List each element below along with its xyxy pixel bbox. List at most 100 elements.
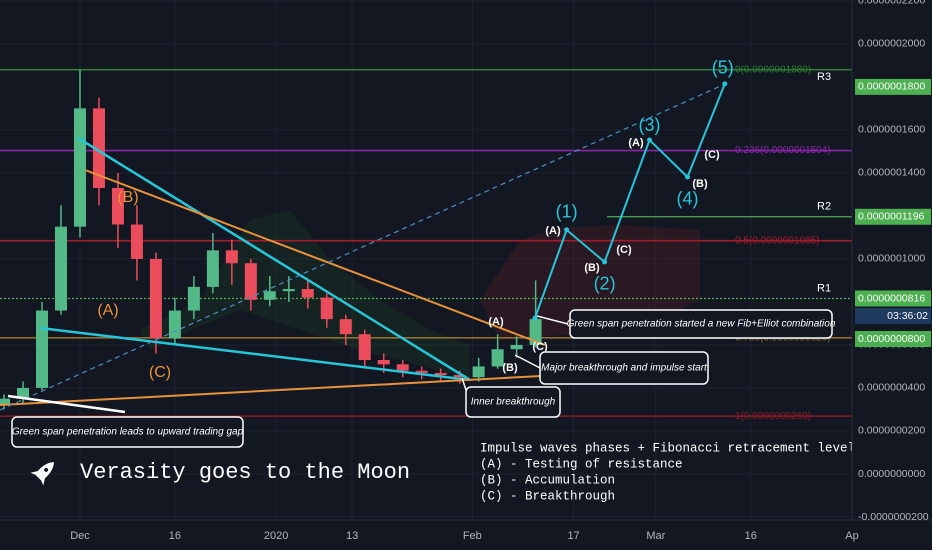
candle-body bbox=[111, 187, 124, 225]
x-tick-label: 16 bbox=[169, 530, 181, 542]
candle-body bbox=[92, 108, 105, 188]
wave-point bbox=[602, 259, 608, 265]
wave-line bbox=[534, 83, 726, 319]
wave-label: (1) bbox=[556, 202, 578, 222]
level-name: R3 bbox=[817, 71, 831, 83]
x-tick-label: 13 bbox=[346, 530, 358, 542]
candle-body bbox=[17, 387, 30, 399]
phase-label: (B) bbox=[692, 178, 708, 190]
callout-text: Inner breakthrough bbox=[471, 397, 556, 408]
phase-label: (B) bbox=[502, 362, 518, 374]
trendline bbox=[0, 374, 561, 406]
level-label: 0.0000000816 bbox=[858, 292, 925, 304]
candle-body bbox=[206, 250, 219, 287]
x-tick-label: 17 bbox=[567, 530, 579, 542]
legend-item: (A) - Testing of resistance bbox=[480, 457, 683, 471]
x-tick-label: Dec bbox=[70, 530, 90, 542]
candle-body bbox=[0, 398, 11, 406]
wave-label: (5) bbox=[712, 58, 734, 78]
y-tick-label: 0.0000001600 bbox=[858, 124, 925, 136]
x-tick-label: Feb bbox=[463, 530, 482, 542]
candle-body bbox=[55, 226, 68, 311]
candle-body bbox=[320, 297, 333, 320]
rocket-icon bbox=[30, 462, 54, 486]
x-tick-label: 2020 bbox=[264, 530, 288, 542]
candle-body bbox=[168, 310, 181, 339]
wave-point bbox=[684, 174, 690, 180]
candle-body bbox=[453, 375, 466, 378]
y-tick-label: 0.0000002000 bbox=[858, 38, 925, 50]
candle-body bbox=[415, 370, 428, 373]
legend-title: Impulse waves phases + Fibonacci retrace… bbox=[480, 441, 863, 455]
candle-body bbox=[263, 291, 276, 300]
phase-label: (C) bbox=[704, 149, 720, 161]
candle-body bbox=[187, 286, 200, 311]
wave: (1) (2) (3) (4) (5) bbox=[532, 58, 734, 321]
x-tick-label: 16 bbox=[745, 530, 757, 542]
candle-body bbox=[130, 224, 143, 259]
fib-label: 1(0.0000000269) bbox=[735, 411, 811, 422]
level-box bbox=[855, 290, 931, 307]
phase-label: (B) bbox=[584, 262, 600, 274]
candle-body bbox=[36, 310, 49, 388]
trendline bbox=[39, 326, 471, 382]
candle-body bbox=[225, 250, 238, 264]
candle-body bbox=[510, 344, 523, 350]
annotations: (B) (A) (C) (A) (B) (C) (A) (B) (C) (A) (B) (C) Gree… bbox=[11, 137, 836, 448]
candle-body bbox=[529, 319, 542, 345]
callout-box bbox=[11, 416, 244, 448]
callout-text: Major breakthrough and impulse start bbox=[541, 363, 708, 374]
phase-label: (C) bbox=[616, 244, 632, 256]
x-tick-label: Mar bbox=[646, 530, 665, 542]
level-label: 0.0000001800 bbox=[858, 81, 925, 93]
trendline bbox=[84, 169, 546, 346]
fib-label: 0.5(0.0000001085) bbox=[735, 235, 820, 246]
callout-box bbox=[569, 309, 833, 339]
y-tick-label: 0.0000000200 bbox=[858, 425, 925, 437]
level-label: 0.0000001196 bbox=[858, 211, 925, 223]
trendline bbox=[77, 136, 471, 382]
level-name: R1 bbox=[817, 282, 831, 294]
pointer-line bbox=[461, 377, 467, 391]
candle-body bbox=[377, 360, 390, 365]
candle-body bbox=[396, 364, 409, 371]
phase-label: (A) bbox=[545, 225, 561, 237]
x-tick-label: Ap bbox=[845, 530, 858, 542]
axes: 0.0000002200 0.0000002000 0.0000001600 0.00… bbox=[70, 0, 931, 542]
legend-item: (B) - Accumulation bbox=[480, 473, 615, 487]
candle-body bbox=[301, 289, 314, 298]
candles bbox=[0, 69, 542, 410]
wave-label: (4) bbox=[676, 189, 698, 209]
legend-item: (C) - Breakthrough bbox=[480, 489, 615, 503]
wave-point bbox=[722, 81, 728, 87]
level-box bbox=[855, 208, 931, 225]
wave-point bbox=[532, 315, 538, 321]
phase-label: (C) bbox=[149, 364, 171, 381]
phase-label: (A) bbox=[488, 316, 504, 328]
candle-body bbox=[472, 366, 485, 378]
candle-body bbox=[491, 349, 504, 367]
timer: 03:36:02 bbox=[887, 310, 928, 322]
phase-label: (A) bbox=[97, 302, 118, 319]
phase-label: (B) bbox=[117, 189, 138, 206]
timer-box bbox=[855, 308, 931, 324]
y-tick-label: 0.0000000400 bbox=[858, 382, 925, 394]
phase-label: (A) bbox=[628, 137, 644, 149]
callout-text: Green span penetration started a new Fib… bbox=[567, 319, 836, 330]
candle-body bbox=[244, 263, 257, 300]
wave-point bbox=[564, 227, 570, 233]
pointer-line bbox=[536, 315, 569, 325]
wave-label: (2) bbox=[594, 274, 616, 294]
y-tick-label: 0.0000001400 bbox=[858, 167, 925, 179]
fib-label: 0(0.0000001880) bbox=[735, 64, 811, 75]
projection-line bbox=[0, 83, 726, 411]
candle-body bbox=[282, 289, 295, 292]
callout-box bbox=[539, 351, 709, 385]
candle-body bbox=[149, 258, 162, 339]
legend: (A) - Testing of resistance (B) - Accumul… bbox=[480, 457, 683, 503]
callout-box bbox=[465, 386, 561, 418]
price-label: 0.0000000800 bbox=[858, 333, 925, 345]
candle-body bbox=[339, 319, 352, 335]
